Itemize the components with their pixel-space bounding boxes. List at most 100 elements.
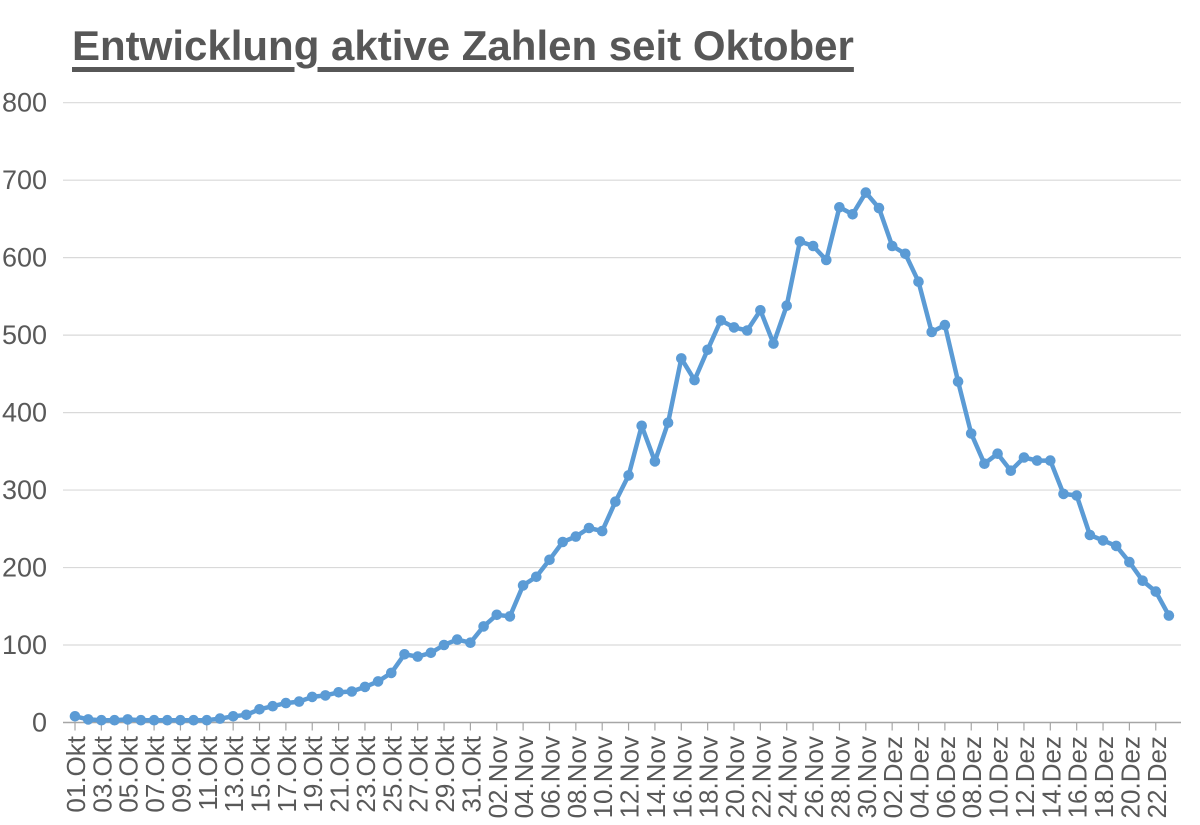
data-point-marker [1124, 556, 1135, 568]
y-axis-tick-label: 200 [2, 553, 47, 583]
data-point-marker [676, 353, 687, 364]
data-point-marker [201, 714, 213, 726]
x-axis-tick-label: 18.Nov [694, 736, 724, 818]
x-axis-labels: 01.Okt03.Okt05.Okt07.Okt09.Okt11.Okt13.O… [61, 735, 1172, 818]
data-point-marker [913, 276, 924, 288]
data-point-marker [741, 325, 753, 336]
x-axis-tick-label: 14.Nov [641, 736, 671, 818]
x-axis-tick-label: 06.Nov [535, 736, 565, 818]
x-axis-tick-label: 08.Nov [562, 736, 592, 818]
data-point-marker [386, 667, 397, 679]
data-point-marker [623, 470, 634, 481]
data-point-marker [451, 634, 463, 645]
x-axis-tick-label: 12.Nov [615, 736, 645, 818]
data-point-marker [214, 713, 226, 724]
data-point-marker [768, 338, 779, 349]
data-point-marker [728, 322, 740, 333]
data-point-marker [148, 714, 160, 726]
data-point-marker [491, 609, 503, 621]
x-axis-tick-label: 27.Okt [404, 735, 434, 812]
x-axis-tick-label: 10.Dez [984, 736, 1014, 818]
data-point-marker [517, 580, 529, 591]
data-point-marker [952, 376, 964, 387]
x-axis-tick-label: 24.Nov [773, 736, 803, 818]
data-point-marker [280, 697, 292, 709]
x-axis-tick-label: 11.Okt [193, 735, 223, 810]
data-point-marker [1163, 610, 1175, 621]
y-axis-tick-label: 500 [2, 320, 47, 350]
data-point-marker [162, 714, 173, 726]
data-point-marker [412, 651, 424, 662]
x-axis-tick-label: 19.Okt [298, 735, 328, 812]
data-point-marker [359, 681, 371, 693]
data-point-marker [873, 202, 885, 214]
data-point-marker [333, 687, 344, 698]
x-axis-tick-label: 29.Okt [430, 735, 460, 812]
x-axis-tick-label: 20.Dez [1115, 736, 1145, 818]
x-axis-ticks [74, 722, 1157, 731]
data-point-marker [227, 711, 239, 722]
y-axis-tick-label: 100 [2, 630, 47, 660]
data-point-marker [583, 522, 595, 534]
data-point-marker [69, 711, 81, 722]
data-point-marker [834, 202, 845, 213]
x-axis-tick-label: 05.Okt [114, 735, 144, 812]
data-point-marker [992, 448, 1003, 460]
data-point-marker [794, 236, 806, 247]
x-axis-tick-label: 01.Okt [61, 735, 91, 812]
x-axis-tick-label: 09.Okt [166, 735, 196, 812]
data-point-marker [807, 240, 819, 252]
data-series-line [72, 190, 1172, 723]
x-axis-tick-label: 22.Dez [1142, 736, 1172, 818]
data-point-marker [939, 319, 951, 331]
y-axis-tick-label: 600 [2, 243, 47, 273]
x-axis-tick-label: 06.Dez [931, 736, 961, 818]
y-axis-tick-label: 700 [2, 165, 47, 195]
data-point-marker [82, 714, 94, 725]
x-axis-tick-label: 14.Dez [1036, 736, 1066, 818]
y-axis-tick-label: 0 [32, 708, 47, 738]
data-point-marker [1058, 488, 1069, 500]
data-point-marker [715, 315, 727, 326]
x-axis-tick-label: 07.Okt [140, 735, 170, 812]
data-point-marker [1084, 529, 1096, 541]
x-axis-tick-label: 08.Dez [957, 736, 987, 818]
data-point-marker [965, 428, 977, 439]
data-point-marker [1097, 535, 1109, 546]
data-point-marker [557, 536, 568, 548]
x-axis-tick-label: 22.Nov [746, 736, 776, 818]
data-point-marker [465, 637, 476, 648]
x-axis-tick-label: 12.Dez [1010, 736, 1040, 818]
data-point-marker [293, 696, 305, 707]
x-axis-tick-label: 03.Okt [87, 735, 117, 812]
x-axis-tick-label: 10.Nov [588, 736, 618, 818]
x-axis-tick-label: 20.Nov [720, 736, 750, 818]
x-axis-tick-label: 02.Dez [878, 736, 908, 818]
x-axis-tick-label: 25.Okt [377, 735, 407, 812]
data-point-marker [531, 571, 542, 583]
data-point-marker [320, 690, 331, 701]
x-axis-tick-label: 04.Nov [509, 736, 539, 818]
data-points [69, 187, 1175, 726]
data-point-marker [689, 374, 700, 386]
data-point-marker [1031, 455, 1043, 466]
data-point-marker [662, 417, 674, 429]
y-axis-tick-label: 400 [2, 398, 47, 428]
data-point-marker [900, 248, 911, 260]
data-point-marker [821, 254, 832, 266]
data-point-marker [1005, 465, 1017, 477]
data-point-marker [610, 496, 621, 508]
data-point-marker [188, 714, 199, 726]
y-axis-labels: 0 100 200 300 400 500 600 700 800 [2, 88, 47, 738]
data-point-marker [886, 240, 898, 252]
data-point-marker [109, 714, 120, 726]
data-point-marker [254, 704, 265, 715]
x-axis-tick-label: 18.Dez [1089, 736, 1119, 818]
data-point-marker [122, 714, 133, 725]
data-point-marker [504, 611, 516, 622]
data-point-marker [478, 621, 489, 632]
chart-title: Entwicklung aktive Zahlen seit Oktober [72, 22, 854, 69]
x-axis-tick-label: 16.Dez [1063, 736, 1093, 818]
